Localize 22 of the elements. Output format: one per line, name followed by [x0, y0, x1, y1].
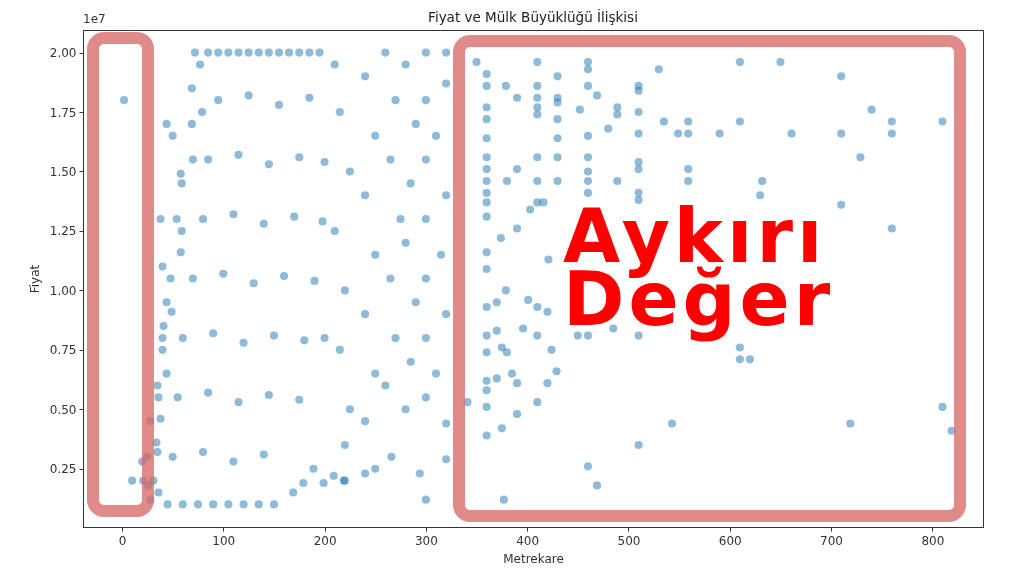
x-tick-label: 400 [516, 533, 540, 548]
x-tick-label: 600 [718, 533, 742, 548]
x-tick-label: 700 [820, 533, 844, 548]
y-tick-label: 2.00 [49, 46, 77, 61]
chart-title: Fiyat ve Mülk Büyüklüğü İlişkisi [428, 7, 638, 25]
text: 1e7 [83, 12, 106, 26]
x-axis-title: Metrekare [503, 551, 564, 566]
x-tick-label: 300 [414, 533, 438, 548]
y-axis-title: Fiyat [27, 264, 42, 294]
y-tick-label: 1.75 [49, 105, 77, 120]
y-tick-label: 1.00 [49, 283, 77, 298]
y-tick-label: 1.50 [49, 164, 77, 179]
x-tick-label: 0 [118, 533, 127, 548]
y-tick-label: 0.25 [49, 462, 77, 477]
x-tick-label: 800 [921, 533, 945, 548]
x-tick-label: 100 [212, 533, 236, 548]
x-tick-label: 500 [617, 533, 641, 548]
annotation: Aykırı Değer [563, 193, 836, 342]
x-tick-label: 200 [313, 533, 337, 548]
y-tick-label: 0.75 [49, 343, 77, 358]
y-tick-label: 1.25 [49, 224, 77, 239]
y-tick-label: 0.50 [49, 402, 77, 417]
